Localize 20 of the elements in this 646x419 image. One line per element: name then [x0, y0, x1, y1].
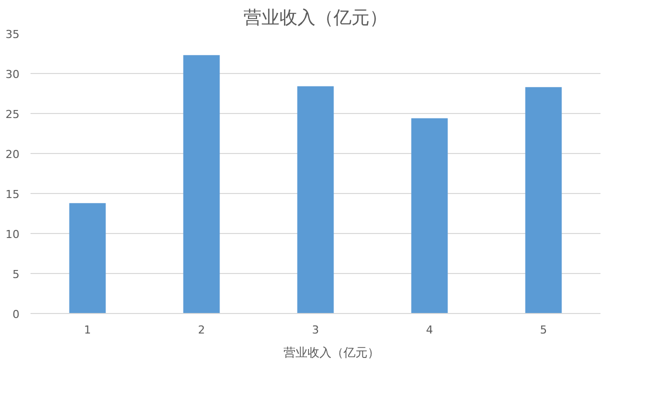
x-tick-label: 5 [540, 324, 547, 336]
x-tick-label: 2 [198, 324, 205, 336]
bar [297, 86, 334, 314]
x-tick-label: 1 [84, 324, 91, 336]
bar [69, 203, 106, 314]
chart-title: 营业收入（亿元） [244, 8, 388, 28]
y-tick-label: 5 [12, 268, 20, 281]
y-tick-label: 30 [6, 68, 20, 81]
y-tick-label: 10 [6, 228, 20, 241]
y-tick-label: 15 [6, 188, 20, 201]
bar [525, 87, 562, 314]
bar [183, 55, 220, 314]
bar [411, 118, 448, 314]
y-tick-label: 20 [6, 148, 20, 161]
y-tick-label: 35 [6, 28, 20, 41]
x-tick-label: 3 [312, 324, 319, 336]
y-tick-label: 25 [6, 108, 20, 121]
y-tick-label: 0 [12, 308, 20, 321]
x-tick-label: 4 [426, 324, 433, 336]
text: 营业收入（亿元） [284, 344, 380, 362]
